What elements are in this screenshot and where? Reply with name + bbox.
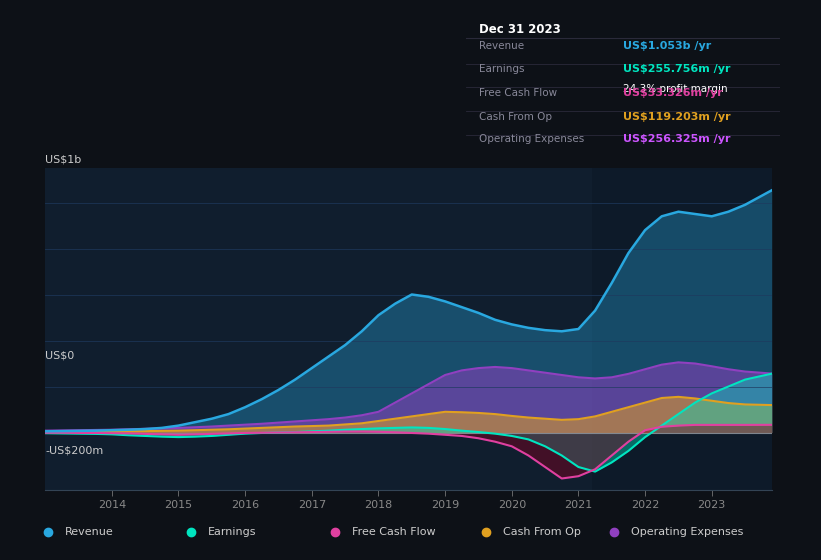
- Text: Cash From Op: Cash From Op: [502, 527, 580, 537]
- Bar: [592, 168, 772, 490]
- Text: 24.3% profit margin: 24.3% profit margin: [623, 84, 727, 94]
- Text: Earnings: Earnings: [479, 64, 525, 74]
- Text: Revenue: Revenue: [65, 527, 113, 537]
- Text: Free Cash Flow: Free Cash Flow: [351, 527, 435, 537]
- Text: Earnings: Earnings: [208, 527, 257, 537]
- Text: US$33.326m /yr: US$33.326m /yr: [623, 88, 722, 98]
- Text: Dec 31 2023: Dec 31 2023: [479, 23, 561, 36]
- Text: US$0: US$0: [45, 351, 75, 361]
- Text: Free Cash Flow: Free Cash Flow: [479, 88, 557, 98]
- Text: US$1.053b /yr: US$1.053b /yr: [623, 41, 711, 51]
- Text: US$256.325m /yr: US$256.325m /yr: [623, 134, 731, 144]
- Text: Operating Expenses: Operating Expenses: [631, 527, 744, 537]
- Text: Cash From Op: Cash From Op: [479, 112, 552, 122]
- Text: Revenue: Revenue: [479, 41, 524, 51]
- Text: Operating Expenses: Operating Expenses: [479, 134, 584, 144]
- Text: US$1b: US$1b: [45, 155, 81, 165]
- Text: US$119.203m /yr: US$119.203m /yr: [623, 112, 731, 122]
- Text: US$255.756m /yr: US$255.756m /yr: [623, 64, 731, 74]
- Text: -US$200m: -US$200m: [45, 446, 103, 456]
